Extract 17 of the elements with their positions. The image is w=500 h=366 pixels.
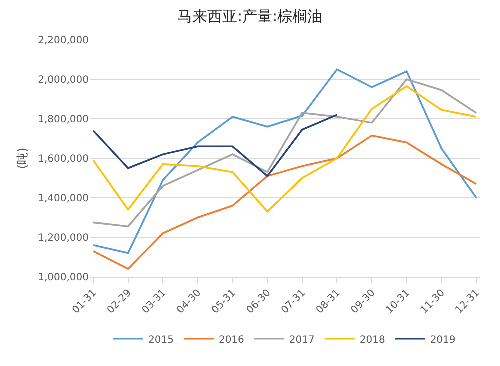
line-series: [92, 114, 338, 178]
y-tick-label: 1,200,000: [38, 233, 89, 244]
y-tick-label: 1,000,000: [38, 272, 89, 284]
legend-label: 2015: [148, 334, 174, 346]
y-tick-label: 1,400,000: [38, 194, 89, 204]
y-tick-label: 2,200,000: [38, 36, 89, 46]
line-series: [92, 134, 478, 270]
y-tick-label: 1,600,000: [38, 154, 89, 165]
y-tick-label: 1,800,000: [38, 114, 89, 126]
legend-label: 2016: [218, 334, 244, 346]
y-axis-title: (吨): [15, 148, 30, 170]
chart-title: 马来西亚:产量:棕榈油: [177, 7, 323, 26]
legend-label: 2019: [430, 334, 456, 346]
legend-label: 2017: [289, 334, 315, 346]
line-series: [92, 68, 478, 254]
y-tick-label: 2,000,000: [38, 75, 89, 86]
legend-label: 2018: [360, 334, 386, 346]
